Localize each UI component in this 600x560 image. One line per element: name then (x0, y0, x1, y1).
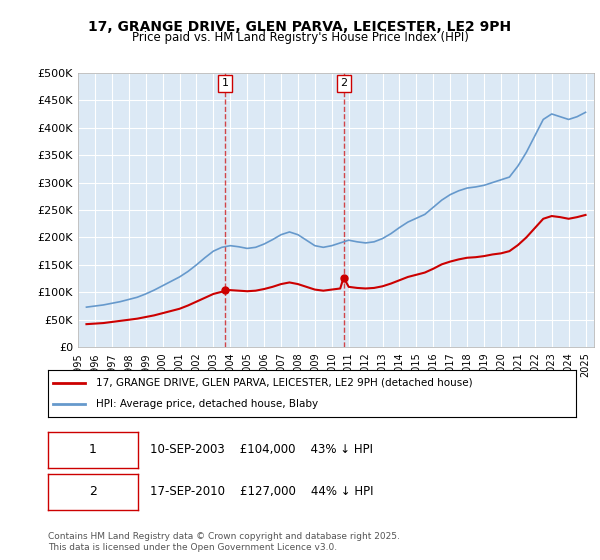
Text: 1: 1 (89, 444, 97, 456)
Text: 17-SEP-2010    £127,000    44% ↓ HPI: 17-SEP-2010 £127,000 44% ↓ HPI (150, 486, 373, 498)
Text: 2: 2 (89, 486, 97, 498)
Text: 1: 1 (221, 78, 229, 88)
Text: Price paid vs. HM Land Registry's House Price Index (HPI): Price paid vs. HM Land Registry's House … (131, 31, 469, 44)
Text: Contains HM Land Registry data © Crown copyright and database right 2025.
This d: Contains HM Land Registry data © Crown c… (48, 532, 400, 552)
Text: 2: 2 (340, 78, 347, 88)
Text: HPI: Average price, detached house, Blaby: HPI: Average price, detached house, Blab… (95, 399, 317, 409)
Text: 17, GRANGE DRIVE, GLEN PARVA, LEICESTER, LE2 9PH: 17, GRANGE DRIVE, GLEN PARVA, LEICESTER,… (88, 20, 512, 34)
Text: 17, GRANGE DRIVE, GLEN PARVA, LEICESTER, LE2 9PH (detached house): 17, GRANGE DRIVE, GLEN PARVA, LEICESTER,… (95, 378, 472, 388)
Text: 10-SEP-2003    £104,000    43% ↓ HPI: 10-SEP-2003 £104,000 43% ↓ HPI (150, 444, 373, 456)
